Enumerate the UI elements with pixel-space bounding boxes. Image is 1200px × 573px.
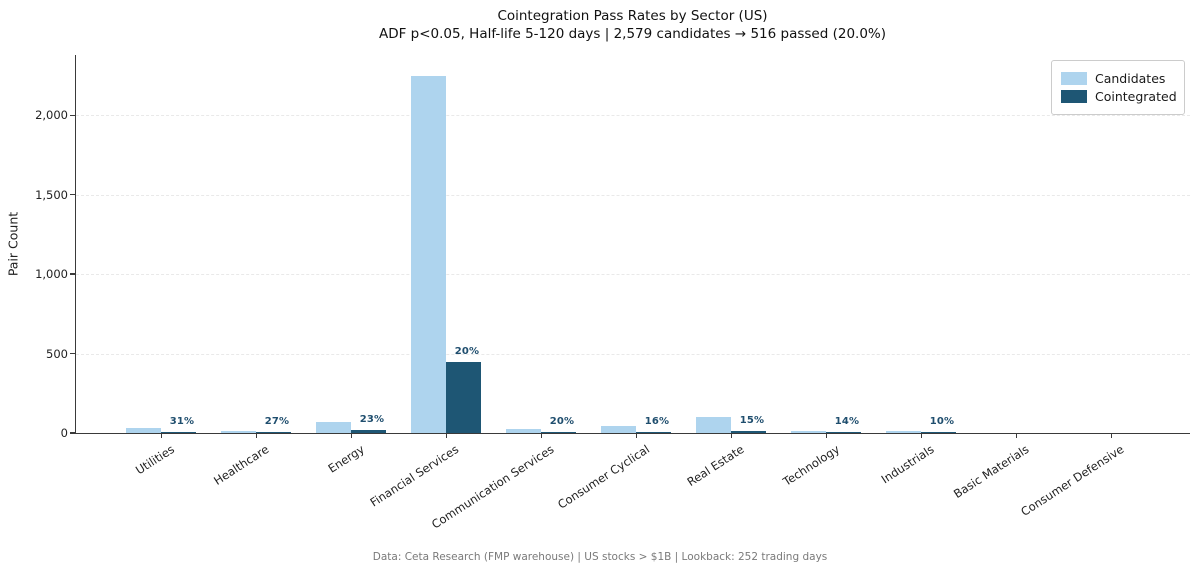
cointegrated-swatch-icon <box>1061 90 1087 103</box>
bar-candidates-industrials <box>886 431 921 433</box>
bar-cointegrated-healthcare <box>256 431 291 433</box>
y-tick-label: 500 <box>46 346 68 361</box>
legend-item-candidates: Candidates <box>1061 71 1174 86</box>
y-gridline <box>76 274 1190 276</box>
x-tick-mark <box>161 433 163 438</box>
x-axis-spine <box>75 433 1190 435</box>
bar-candidates-technology <box>791 430 826 433</box>
x-tick-label: Real Estate <box>684 442 747 490</box>
bar-candidates-financial-services <box>411 75 446 433</box>
pass-rate-label: 20% <box>454 345 480 357</box>
bar-cointegrated-energy <box>351 430 386 433</box>
y-tick-mark <box>70 194 75 196</box>
y-axis-spine <box>75 55 77 434</box>
x-tick-mark <box>1016 433 1018 438</box>
x-tick-label: Industrials <box>878 442 937 487</box>
bar-cointegrated-consumer-cyclical <box>636 431 671 433</box>
x-tick-label: Consumer Defensive <box>1018 442 1127 519</box>
bar-candidates-communication-services <box>506 429 541 433</box>
legend-label: Candidates <box>1095 71 1166 86</box>
x-tick-mark <box>731 433 733 438</box>
y-gridline <box>76 353 1190 355</box>
bar-cointegrated-industrials <box>921 431 956 433</box>
x-tick-label: Utilities <box>132 442 177 478</box>
data-source-note: Data: Ceta Research (FMP warehouse) | US… <box>372 551 828 563</box>
bar-candidates-energy <box>316 421 351 433</box>
bar-cointegrated-technology <box>826 431 861 433</box>
x-tick-mark <box>541 433 543 438</box>
bar-candidates-utilities <box>126 428 161 433</box>
x-tick-label: Energy <box>325 442 367 476</box>
x-tick-mark <box>1111 433 1113 438</box>
bar-cointegrated-financial-services <box>446 361 481 433</box>
pass-rate-label: 20% <box>549 415 575 427</box>
bar-cointegrated-communication-services <box>541 431 576 433</box>
chart-title: Cointegration Pass Rates by Sector (US) <box>497 8 768 24</box>
chart-subtitle: ADF p<0.05, Half-life 5-120 days | 2,579… <box>378 26 887 42</box>
x-tick-mark <box>256 433 258 438</box>
candidates-swatch-icon <box>1061 72 1087 85</box>
pass-rate-label: 16% <box>644 415 670 427</box>
pass-rate-label: 14% <box>834 415 860 427</box>
y-tick-label: 1,500 <box>35 187 68 202</box>
bar-cointegrated-real-estate <box>731 430 766 433</box>
y-gridline <box>76 194 1190 196</box>
x-tick-mark <box>446 433 448 438</box>
bar-cointegrated-utilities <box>161 431 196 433</box>
y-tick-label: 1,000 <box>35 267 68 282</box>
pass-rate-label: 10% <box>929 415 955 427</box>
legend-item-cointegrated: Cointegrated <box>1061 89 1177 104</box>
y-gridline <box>76 115 1190 117</box>
pass-rate-label: 15% <box>739 414 765 426</box>
bar-candidates-healthcare <box>221 431 256 433</box>
x-tick-mark <box>351 433 353 438</box>
y-tick-mark <box>70 114 75 117</box>
pass-rate-label: 27% <box>264 415 290 427</box>
y-tick-mark <box>70 352 75 355</box>
y-tick-label: 0 <box>60 426 68 440</box>
y-tick-mark <box>70 432 75 434</box>
x-tick-label: Healthcare <box>211 442 272 488</box>
x-tick-label: Financial Services <box>368 442 462 510</box>
x-tick-mark <box>921 433 923 438</box>
bar-candidates-real-estate <box>696 417 731 433</box>
legend: Candidates Cointegrated <box>1051 60 1185 115</box>
x-tick-label: Consumer Cyclical <box>554 442 652 512</box>
x-tick-label: Technology <box>779 442 842 489</box>
x-tick-mark <box>826 433 828 438</box>
bar-candidates-consumer-cyclical <box>601 426 636 433</box>
x-tick-mark <box>636 433 638 438</box>
x-tick-label: Basic Materials <box>951 442 1032 502</box>
pass-rate-label: 23% <box>359 414 385 426</box>
pass-rate-label: 31% <box>169 415 195 427</box>
y-tick-mark <box>70 273 75 275</box>
legend-label: Cointegrated <box>1095 89 1177 104</box>
y-tick-label: 2,000 <box>35 108 68 123</box>
